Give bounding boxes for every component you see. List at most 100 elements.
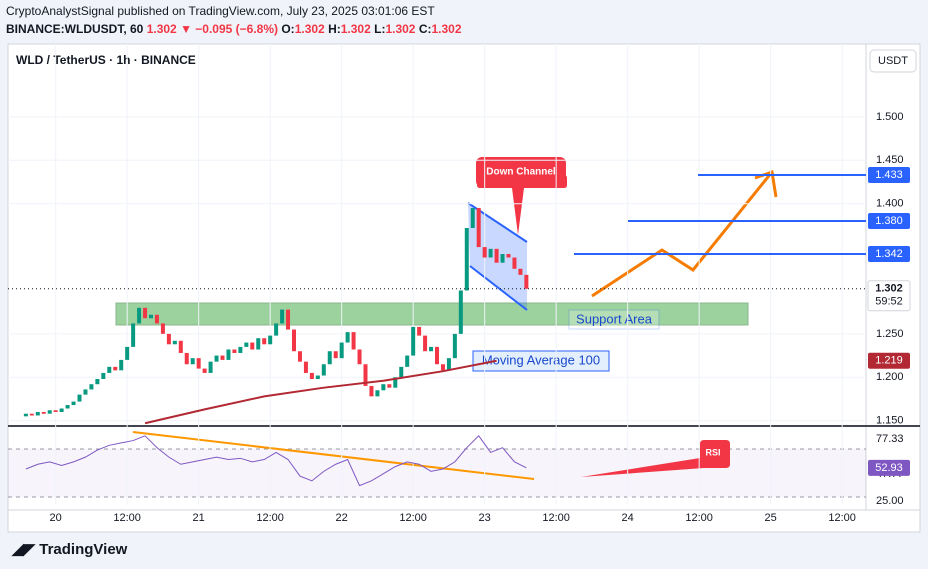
callout bbox=[476, 157, 566, 187]
candle bbox=[327, 351, 332, 365]
header-field: C: bbox=[419, 22, 432, 36]
callout bbox=[581, 440, 730, 477]
x-tick-label: 24 bbox=[622, 512, 634, 524]
candle bbox=[440, 364, 445, 371]
price-label bbox=[868, 167, 910, 184]
x-tick-label: 12:00 bbox=[256, 512, 284, 524]
candle bbox=[47, 410, 52, 414]
candle bbox=[41, 411, 46, 414]
candle bbox=[458, 290, 463, 334]
candle bbox=[53, 410, 58, 412]
y-tick-label: 1.150 bbox=[876, 415, 904, 427]
candle bbox=[417, 326, 422, 336]
header-field: 1.302 bbox=[147, 22, 177, 36]
candle bbox=[435, 346, 439, 365]
rsi-trendline bbox=[132, 431, 535, 480]
candle bbox=[256, 338, 261, 350]
y-tick-label: 1.500 bbox=[876, 111, 904, 123]
y-tick-label: 1.450 bbox=[876, 154, 904, 166]
candle bbox=[375, 390, 380, 397]
header-field: BINANCE:WLDUSDT, 60 bbox=[6, 22, 144, 36]
candle bbox=[125, 346, 130, 360]
candle bbox=[446, 358, 451, 371]
candle bbox=[143, 307, 148, 319]
pane-title: WLD / TetherUS · 1h · BINANCE bbox=[16, 53, 196, 67]
currency[interactable]: USDT bbox=[878, 55, 908, 67]
candle bbox=[119, 359, 124, 371]
x-tick-label: 12:00 bbox=[828, 512, 856, 524]
candle bbox=[321, 364, 326, 376]
candle bbox=[268, 335, 273, 345]
symbol-line: BINANCE:WLDUSDT, 60 1.302 ▼ −0.095 (−6.8… bbox=[6, 22, 462, 36]
annotation: Moving Average 100 bbox=[482, 352, 600, 367]
candle bbox=[232, 349, 237, 353]
candle bbox=[190, 358, 195, 365]
countdown: 59:52 bbox=[875, 296, 903, 308]
header-field: 1.302 bbox=[341, 22, 371, 36]
candle bbox=[59, 408, 64, 412]
header-field: H: bbox=[328, 22, 341, 36]
candle bbox=[184, 352, 189, 365]
candle bbox=[89, 384, 94, 390]
candle bbox=[500, 254, 505, 263]
support-zone bbox=[115, 302, 749, 326]
candle bbox=[65, 405, 70, 409]
candle bbox=[297, 351, 302, 362]
channel-line bbox=[469, 265, 528, 311]
x-tick-label: 12:00 bbox=[113, 512, 141, 524]
publisher: CryptoAnalystSignal published on Trading… bbox=[6, 4, 435, 18]
candle bbox=[274, 323, 279, 336]
candle bbox=[166, 333, 171, 345]
x-tick-label: 25 bbox=[765, 512, 777, 524]
label-box bbox=[568, 309, 660, 330]
price-label-text: 1.433 bbox=[875, 169, 903, 181]
candle bbox=[101, 372, 106, 380]
candle bbox=[369, 385, 374, 397]
header-field: 1.302 bbox=[385, 22, 415, 36]
candle bbox=[160, 323, 165, 334]
candle bbox=[476, 208, 481, 248]
candle bbox=[381, 384, 386, 391]
candle bbox=[83, 389, 88, 395]
candle bbox=[482, 247, 487, 258]
candle bbox=[220, 355, 225, 360]
candle bbox=[506, 254, 511, 258]
rsi-tick-label: 25.00 bbox=[876, 495, 904, 507]
candle bbox=[262, 338, 267, 345]
annotation: Down Channel bbox=[486, 167, 556, 178]
candle bbox=[303, 361, 308, 373]
x-tick-label: 23 bbox=[479, 512, 491, 524]
candle bbox=[351, 332, 356, 350]
x-tick-label: 12:00 bbox=[685, 512, 713, 524]
candle bbox=[512, 257, 517, 269]
candle bbox=[131, 323, 136, 347]
header-field: L: bbox=[374, 22, 385, 36]
candle bbox=[286, 309, 291, 330]
candle bbox=[95, 379, 100, 385]
header-field: 1.302 bbox=[295, 22, 325, 36]
candle bbox=[77, 394, 82, 402]
candle bbox=[411, 326, 416, 356]
rsi-band bbox=[8, 449, 866, 497]
candle bbox=[154, 314, 159, 324]
candle bbox=[250, 342, 255, 350]
candle bbox=[429, 346, 434, 352]
candle bbox=[345, 332, 350, 343]
candle bbox=[244, 342, 249, 347]
price-label bbox=[867, 280, 911, 312]
candle bbox=[357, 349, 362, 365]
rsi-tick-label: 77.33 bbox=[876, 433, 904, 445]
candle bbox=[387, 384, 392, 388]
footer-logo: ◢◤ TradingView bbox=[11, 541, 128, 558]
candle bbox=[107, 366, 112, 373]
annotation: RSI bbox=[705, 447, 720, 457]
candle bbox=[405, 355, 410, 367]
candle bbox=[172, 340, 177, 345]
candle bbox=[280, 309, 285, 324]
candle bbox=[339, 342, 344, 359]
candle bbox=[29, 413, 34, 416]
x-tick-label: 22 bbox=[336, 512, 348, 524]
candle bbox=[208, 361, 213, 373]
currency-button[interactable] bbox=[869, 49, 917, 73]
price-label bbox=[868, 246, 910, 263]
